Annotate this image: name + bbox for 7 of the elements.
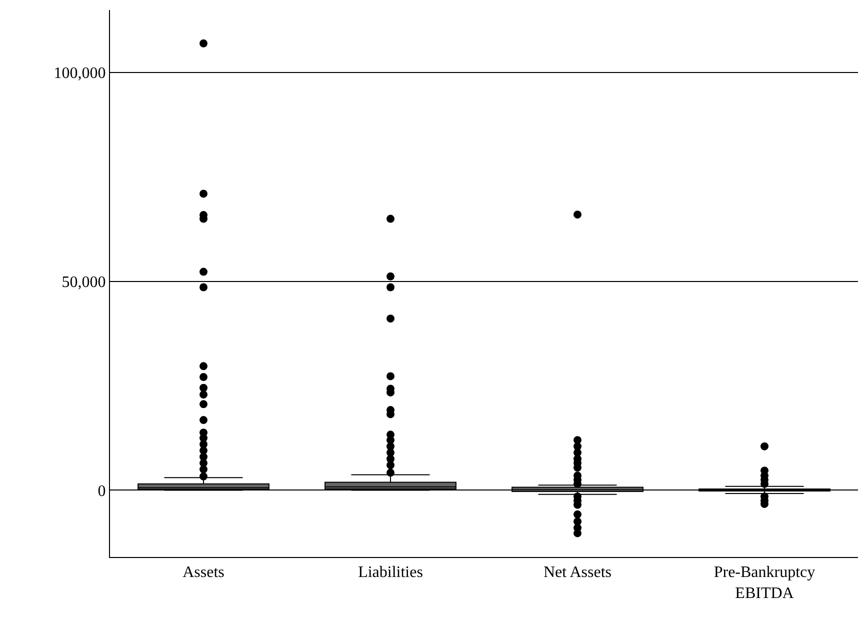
- x-tick-label: Net Assets: [544, 564, 612, 582]
- x-tick-label: Assets: [182, 564, 224, 582]
- x-tick-label: Liabilities: [358, 564, 423, 582]
- y-tick-label: 100,000: [54, 65, 106, 82]
- y-tick-label: 0: [98, 482, 106, 500]
- y-tick-label: 50,000: [62, 274, 106, 292]
- x-tick-label: Pre-Bankruptcy EBITDA: [714, 564, 816, 602]
